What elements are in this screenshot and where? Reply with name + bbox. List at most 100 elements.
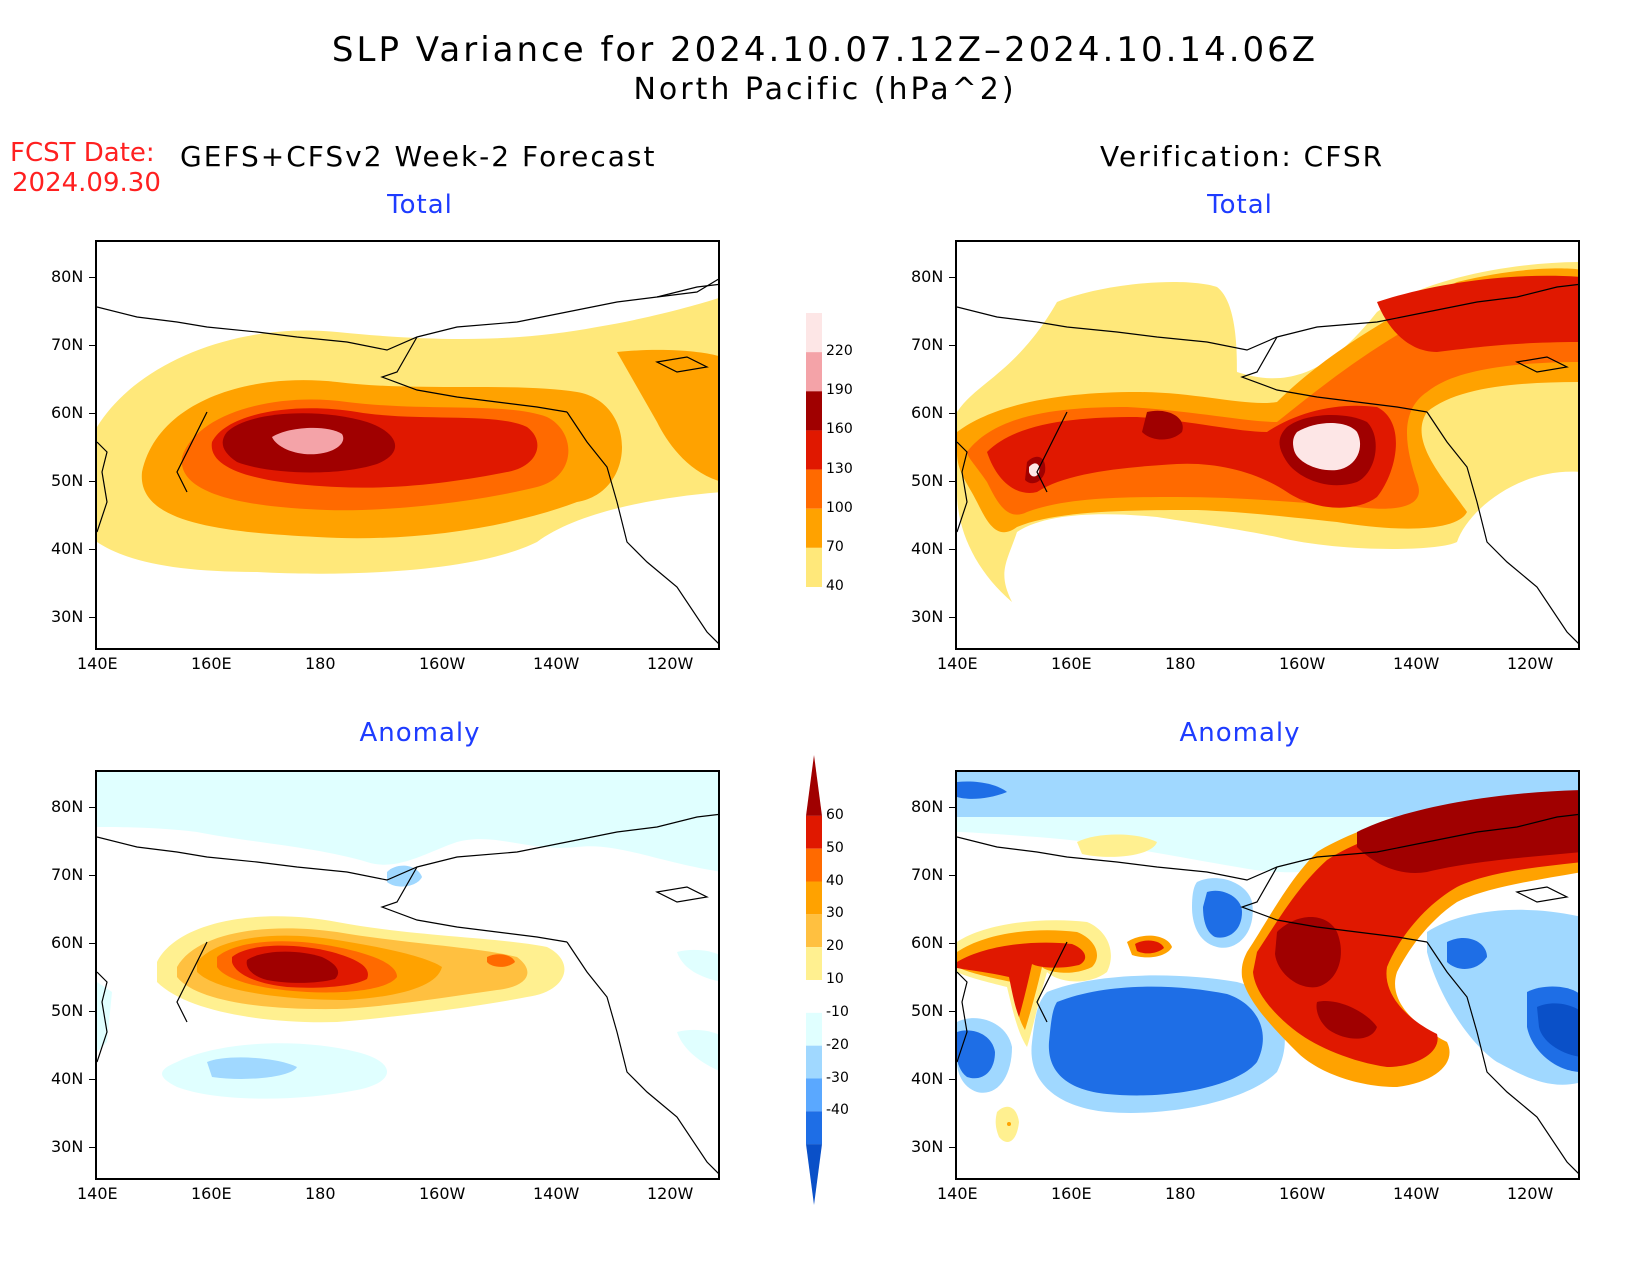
colorbar-swatch — [806, 980, 822, 1013]
colorbar-level-label: 60 — [826, 806, 844, 823]
lat-tick-mark — [89, 1147, 95, 1148]
map-forecast-anomaly — [95, 770, 720, 1180]
colorbar-level-label: 20 — [826, 938, 844, 955]
lon-tick-label: 140E — [77, 1184, 118, 1203]
lat-tick-label: 40N — [911, 539, 944, 558]
colorbar-level-label: 40 — [826, 872, 844, 889]
colorbar-swatch — [806, 1045, 822, 1079]
subtitle-forecast-anomaly: Anomaly — [359, 718, 481, 748]
lat-tick-mark — [949, 875, 955, 876]
colorbar-swatch — [806, 430, 822, 470]
lon-tick-label: 180 — [1165, 1184, 1196, 1203]
lat-tick-label: 30N — [911, 1137, 944, 1156]
right-column-header: Verification: CFSR — [1100, 140, 1385, 173]
lat-tick-mark — [89, 481, 95, 482]
map-verification-anomaly — [955, 770, 1580, 1180]
colorbar-level-label: -20 — [826, 1036, 849, 1053]
lat-tick-label: 80N — [911, 797, 944, 816]
lon-tick-label: 140W — [1393, 654, 1440, 673]
lon-tick-label: 160E — [1051, 654, 1092, 673]
colorbar-level-label: 160 — [826, 421, 853, 438]
lat-tick-label: 40N — [911, 1069, 944, 1088]
lat-tick-mark — [949, 413, 955, 414]
lat-tick-mark — [89, 807, 95, 808]
lat-tick-label: 50N — [911, 1001, 944, 1020]
lat-tick-mark — [89, 943, 95, 944]
lon-tick-label: 140W — [533, 1184, 580, 1203]
lon-tick-label: 160W — [419, 1184, 466, 1203]
lat-tick-mark — [89, 1011, 95, 1012]
lat-tick-mark — [949, 1147, 955, 1148]
lon-tick-label: 180 — [305, 654, 336, 673]
colorbar-level-label: -30 — [826, 1069, 849, 1086]
lon-tick-label: 120W — [1507, 1184, 1554, 1203]
colorbar-swatch — [806, 815, 822, 849]
colorbar-level-label: 10 — [826, 971, 844, 987]
colorbar-swatch — [806, 313, 822, 353]
coastline — [97, 278, 718, 644]
fcst-label: FCST Date: — [10, 138, 155, 168]
lat-tick-label: 60N — [911, 403, 944, 422]
colorbar-swatch — [806, 469, 822, 509]
lon-tick-label: 160W — [419, 654, 466, 673]
lon-tick-label: 140E — [77, 654, 118, 673]
lat-tick-label: 70N — [911, 335, 944, 354]
coastline — [957, 813, 1578, 1174]
lon-tick-label: 140E — [937, 654, 978, 673]
colorbar-anomaly: 60 50 40 30 20 10 -10 -20 -30 -40 — [800, 755, 890, 1205]
lat-tick-label: 30N — [911, 607, 944, 626]
lat-tick-mark — [89, 345, 95, 346]
colorbar-swatch — [806, 881, 822, 915]
lon-tick-label: 160W — [1279, 1184, 1326, 1203]
lat-tick-mark — [949, 617, 955, 618]
lon-tick-label: 160E — [191, 654, 232, 673]
colorbar-level-label: -10 — [826, 1003, 849, 1020]
lat-tick-mark — [949, 943, 955, 944]
lat-tick-label: 30N — [51, 607, 84, 626]
lat-tick-mark — [89, 277, 95, 278]
colorbar-swatch — [806, 508, 822, 548]
lon-tick-label: 180 — [305, 1184, 336, 1203]
lat-tick-label: 50N — [51, 1001, 84, 1020]
lat-tick-label: 70N — [51, 865, 84, 884]
lon-tick-label: 140E — [937, 1184, 978, 1203]
lat-tick-label: 70N — [911, 865, 944, 884]
colorbar-swatch — [806, 391, 822, 431]
colorbar-level-label: -40 — [826, 1102, 849, 1119]
colorbar-swatch — [806, 947, 822, 980]
colorbar-swatch — [806, 1078, 822, 1112]
lat-tick-mark — [949, 807, 955, 808]
lat-tick-mark — [949, 277, 955, 278]
lat-tick-mark — [89, 1079, 95, 1080]
lat-tick-label: 60N — [911, 933, 944, 952]
lat-tick-label: 80N — [51, 797, 84, 816]
colorbar-swatch — [806, 914, 822, 948]
main-subtitle: North Pacific (hPa^2) — [633, 72, 1017, 107]
contour-fill — [97, 772, 718, 1099]
lon-tick-label: 160E — [191, 1184, 232, 1203]
lon-tick-label: 120W — [647, 1184, 694, 1203]
colorbar-swatch — [806, 1111, 822, 1145]
lat-tick-label: 40N — [51, 1069, 84, 1088]
colorbar-swatch — [806, 547, 822, 587]
lat-tick-mark — [949, 345, 955, 346]
colorbar-level-label: 190 — [826, 382, 853, 399]
lat-tick-mark — [949, 549, 955, 550]
subtitle-forecast-total: Total — [387, 190, 453, 220]
lat-tick-label: 80N — [911, 267, 944, 286]
map-verification-total — [955, 240, 1580, 650]
fcst-date: 2024.09.30 — [12, 168, 161, 198]
left-column-header: GEFS+CFSv2 Week-2 Forecast — [180, 140, 657, 173]
lon-tick-label: 120W — [647, 654, 694, 673]
lat-tick-mark — [949, 1011, 955, 1012]
colorbar-swatch — [806, 1012, 822, 1046]
lon-tick-label: 160E — [1051, 1184, 1092, 1203]
colorbar-level-label: 40 — [826, 578, 844, 594]
lat-tick-mark — [949, 481, 955, 482]
colorbar-swatch — [806, 848, 822, 882]
colorbar-swatch — [806, 755, 822, 816]
lat-tick-label: 50N — [911, 471, 944, 490]
lat-tick-label: 30N — [51, 1137, 84, 1156]
lat-tick-mark — [949, 1079, 955, 1080]
contour-fill — [957, 772, 1578, 1142]
